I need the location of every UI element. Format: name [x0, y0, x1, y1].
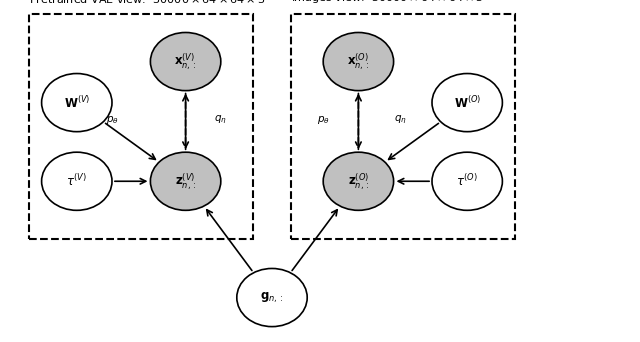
Ellipse shape — [432, 152, 502, 210]
Text: $\mathbf{g}_{n,:}$: $\mathbf{g}_{n,:}$ — [260, 290, 284, 305]
Ellipse shape — [237, 268, 307, 327]
Text: $\mathbf{x}^{(V)}_{n,:}$: $\mathbf{x}^{(V)}_{n,:}$ — [174, 51, 197, 72]
Ellipse shape — [150, 32, 221, 91]
Text: $\mathbf{x}^{(O)}_{n,:}$: $\mathbf{x}^{(O)}_{n,:}$ — [347, 51, 370, 72]
Bar — [291, 14, 515, 239]
Text: $\mathbf{W}^{(V)}$: $\mathbf{W}^{(V)}$ — [63, 95, 90, 110]
Text: Images view:  $30000 \times 64 \times 64 \times 3$: Images view: $30000 \times 64 \times 64 … — [291, 0, 484, 5]
Text: $q_\eta$: $q_\eta$ — [214, 114, 227, 126]
Text: $\tau^{(V)}$: $\tau^{(V)}$ — [67, 173, 87, 189]
Text: $\mathbf{z}^{(V)}_{n,:}$: $\mathbf{z}^{(V)}_{n,:}$ — [175, 171, 196, 192]
Ellipse shape — [42, 74, 112, 132]
Text: $p_\theta$: $p_\theta$ — [106, 114, 118, 126]
Ellipse shape — [323, 152, 394, 210]
Text: $\mathbf{z}^{(O)}_{n,:}$: $\mathbf{z}^{(O)}_{n,:}$ — [348, 171, 369, 192]
Ellipse shape — [42, 152, 112, 210]
Text: $q_\eta$: $q_\eta$ — [394, 114, 406, 126]
Ellipse shape — [323, 32, 394, 91]
Text: $\mathbf{W}^{(O)}$: $\mathbf{W}^{(O)}$ — [454, 95, 481, 110]
Text: $p_\theta$: $p_\theta$ — [317, 114, 330, 126]
Ellipse shape — [432, 74, 502, 132]
Text: $\tau^{(O)}$: $\tau^{(O)}$ — [456, 173, 478, 189]
Bar — [29, 14, 253, 239]
Ellipse shape — [150, 152, 221, 210]
Text: Pretrained VAE view:  $30000 \times 64 \times 64 \times 3$: Pretrained VAE view: $30000 \times 64 \t… — [29, 0, 266, 5]
